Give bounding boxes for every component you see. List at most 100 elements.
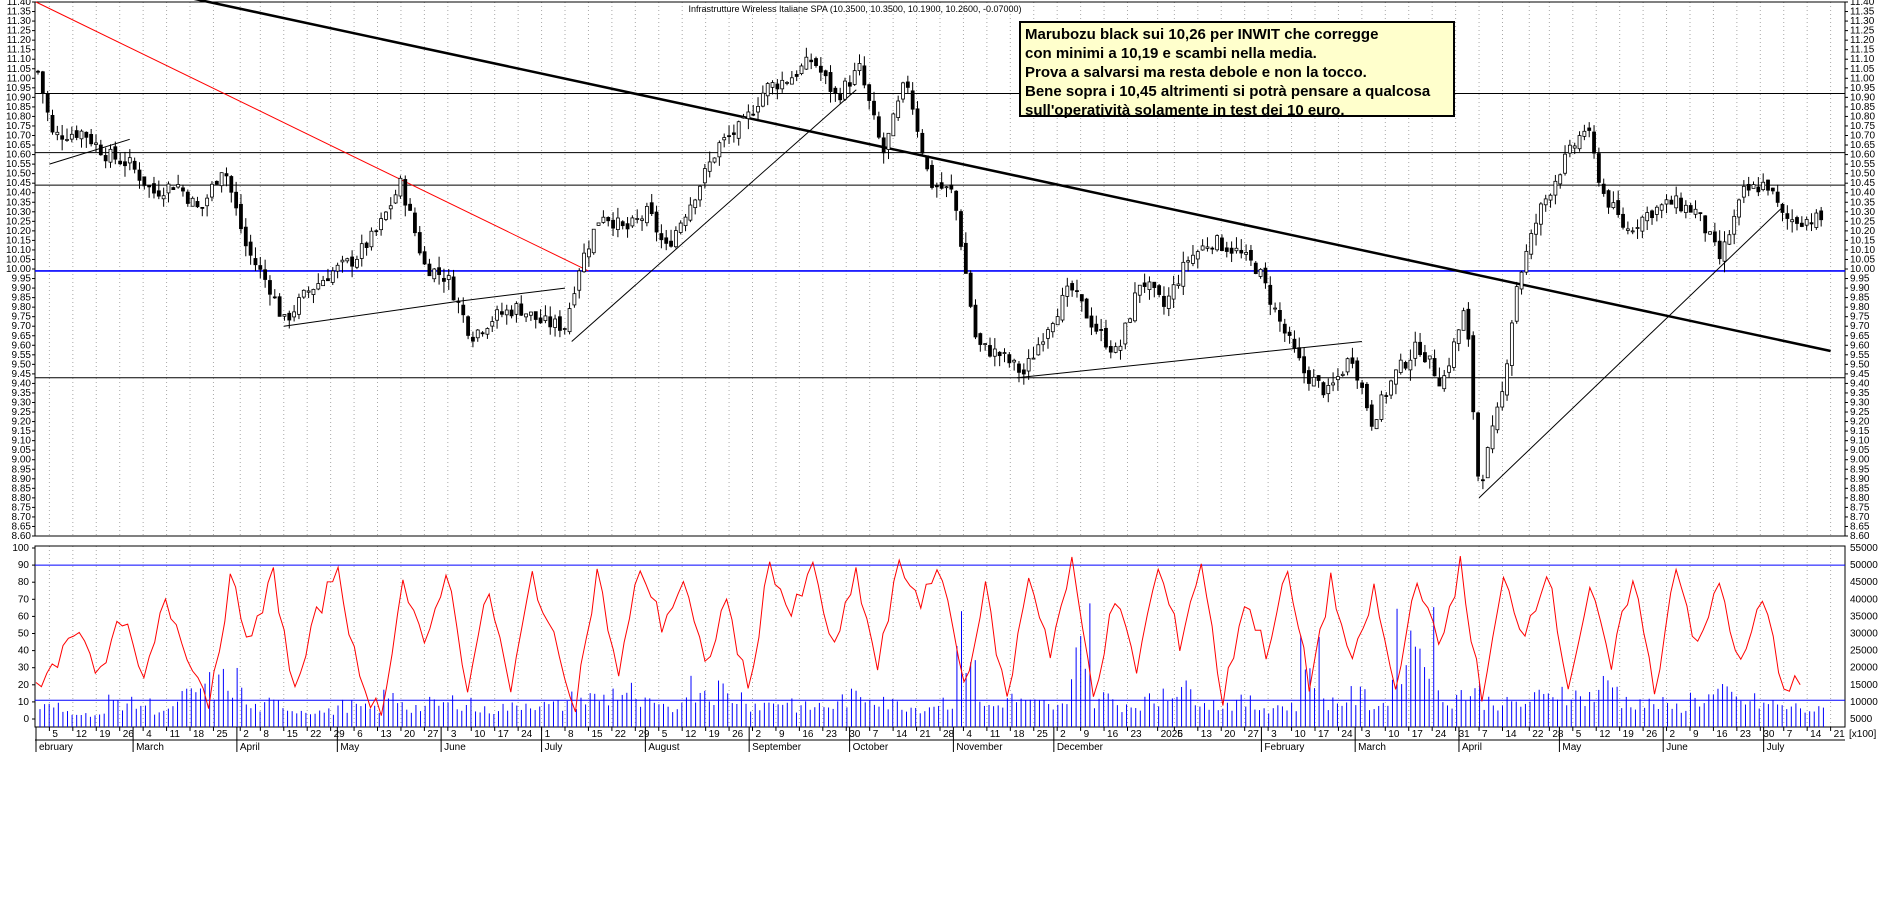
candle-bear [195, 201, 200, 208]
candle-bull [1234, 247, 1239, 252]
osc-tick-left: 90 [18, 560, 30, 571]
price-tick-right: 10.35 [1850, 197, 1875, 208]
candle-bull [1495, 406, 1500, 431]
candle-bull [1558, 174, 1563, 185]
candle-bear [1369, 404, 1374, 427]
candle-bear [253, 258, 258, 266]
x-tick-label: 17 [1318, 729, 1330, 740]
candle-bull [635, 218, 640, 220]
candle-bull [1490, 425, 1495, 450]
price-tick-left: 8.75 [12, 502, 32, 513]
candle-bull [1790, 219, 1795, 223]
candle-bear [1079, 294, 1084, 302]
candle-bull [176, 184, 181, 188]
x-tick-label: 2025 [1161, 729, 1184, 740]
x-tick-label: 20 [1224, 729, 1236, 740]
candle-bear [915, 108, 920, 132]
x-tick-label: 10 [474, 729, 486, 740]
price-tick-left: 10.10 [6, 245, 31, 256]
candle-bull [702, 168, 707, 184]
month-label: September [752, 742, 802, 753]
candle-bull [1654, 206, 1659, 215]
candle-bull [1026, 358, 1031, 372]
price-tick-left: 11.35 [7, 7, 32, 18]
price-tick-left: 8.70 [12, 512, 32, 523]
candle-bear [920, 132, 925, 154]
candle-bull [896, 100, 901, 118]
candle-bull [983, 343, 988, 346]
x-tick-label: 25 [1037, 729, 1049, 740]
candle-bear [1360, 382, 1364, 388]
volume-tick-right: 30000 [1850, 629, 1878, 640]
candle-bear [1712, 231, 1717, 243]
candle-bull [79, 130, 84, 140]
candle-bear [1321, 382, 1326, 396]
candle-bull [205, 197, 210, 207]
candle-bull [1582, 130, 1587, 137]
trendline [49, 138, 130, 165]
price-tick-left: 9.35 [12, 388, 32, 399]
candle-bear [1616, 200, 1621, 215]
trendline [1478, 205, 1785, 499]
trendline [571, 89, 857, 342]
candle-bear [862, 65, 867, 86]
price-tick-right: 8.95 [1850, 464, 1870, 475]
candle-bear [828, 72, 833, 92]
candle-bull [746, 111, 751, 120]
candle-bear [1679, 197, 1683, 212]
candle-bear [137, 169, 142, 181]
candle-bear [669, 240, 673, 247]
candle-bull [1485, 447, 1490, 479]
candle-bull [683, 216, 688, 227]
price-tick-left: 9.80 [12, 302, 32, 313]
price-tick-right: 9.20 [1850, 417, 1870, 428]
candle-bear [185, 191, 190, 204]
candle-bull [1060, 294, 1065, 321]
candle-bear [533, 311, 538, 320]
price-tick-left: 9.20 [12, 417, 32, 428]
candle-bear [132, 160, 137, 170]
candle-bear [959, 211, 963, 247]
x-tick-label: 10 [1388, 729, 1400, 740]
x-tick-label: 18 [193, 729, 205, 740]
x-tick-label: 19 [709, 729, 721, 740]
candle-bear [794, 73, 799, 77]
x-tick-label: 14 [1810, 729, 1822, 740]
price-tick-left: 9.50 [12, 359, 32, 370]
candle-bull [1640, 216, 1645, 232]
candle-bear [258, 265, 263, 270]
price-tick-left: 10.75 [6, 121, 31, 132]
candle-bull [321, 279, 326, 287]
candle-bear [1089, 315, 1094, 328]
candle-bear [1017, 363, 1021, 373]
price-tick-right: 10.75 [1850, 121, 1875, 132]
candle-bull [1456, 329, 1461, 344]
candle-bull [369, 230, 374, 248]
x-tick-label: 1 [545, 729, 551, 740]
candle-bull [379, 218, 384, 231]
x-tick-label: 16 [1716, 729, 1728, 740]
x-tick-label: 30 [1763, 729, 1775, 740]
candle-bull [722, 137, 727, 141]
x-tick-label: 20 [404, 729, 416, 740]
candle-bear [413, 212, 417, 234]
candle-bull [553, 318, 557, 328]
x-tick-label: 17 [1412, 729, 1424, 740]
candle-bear [611, 219, 615, 229]
candle-bull [1514, 286, 1519, 322]
candle-bear [1466, 308, 1471, 340]
candle-bear [326, 278, 330, 282]
candle-bear [867, 84, 872, 101]
x-tick-label: 5 [662, 729, 668, 740]
candle-bear [1606, 190, 1611, 208]
candle-bull [1509, 322, 1514, 366]
x-tick-label: 9 [779, 729, 785, 740]
candle-bull [282, 314, 287, 317]
candle-bear [1621, 213, 1625, 228]
candle-bull [765, 83, 770, 97]
candle-bull [1200, 245, 1205, 251]
candle-bear [775, 83, 780, 90]
x-tick-label: 16 [802, 729, 814, 740]
x-tick-label: 23 [1130, 729, 1142, 740]
candle-bear [1795, 217, 1799, 224]
